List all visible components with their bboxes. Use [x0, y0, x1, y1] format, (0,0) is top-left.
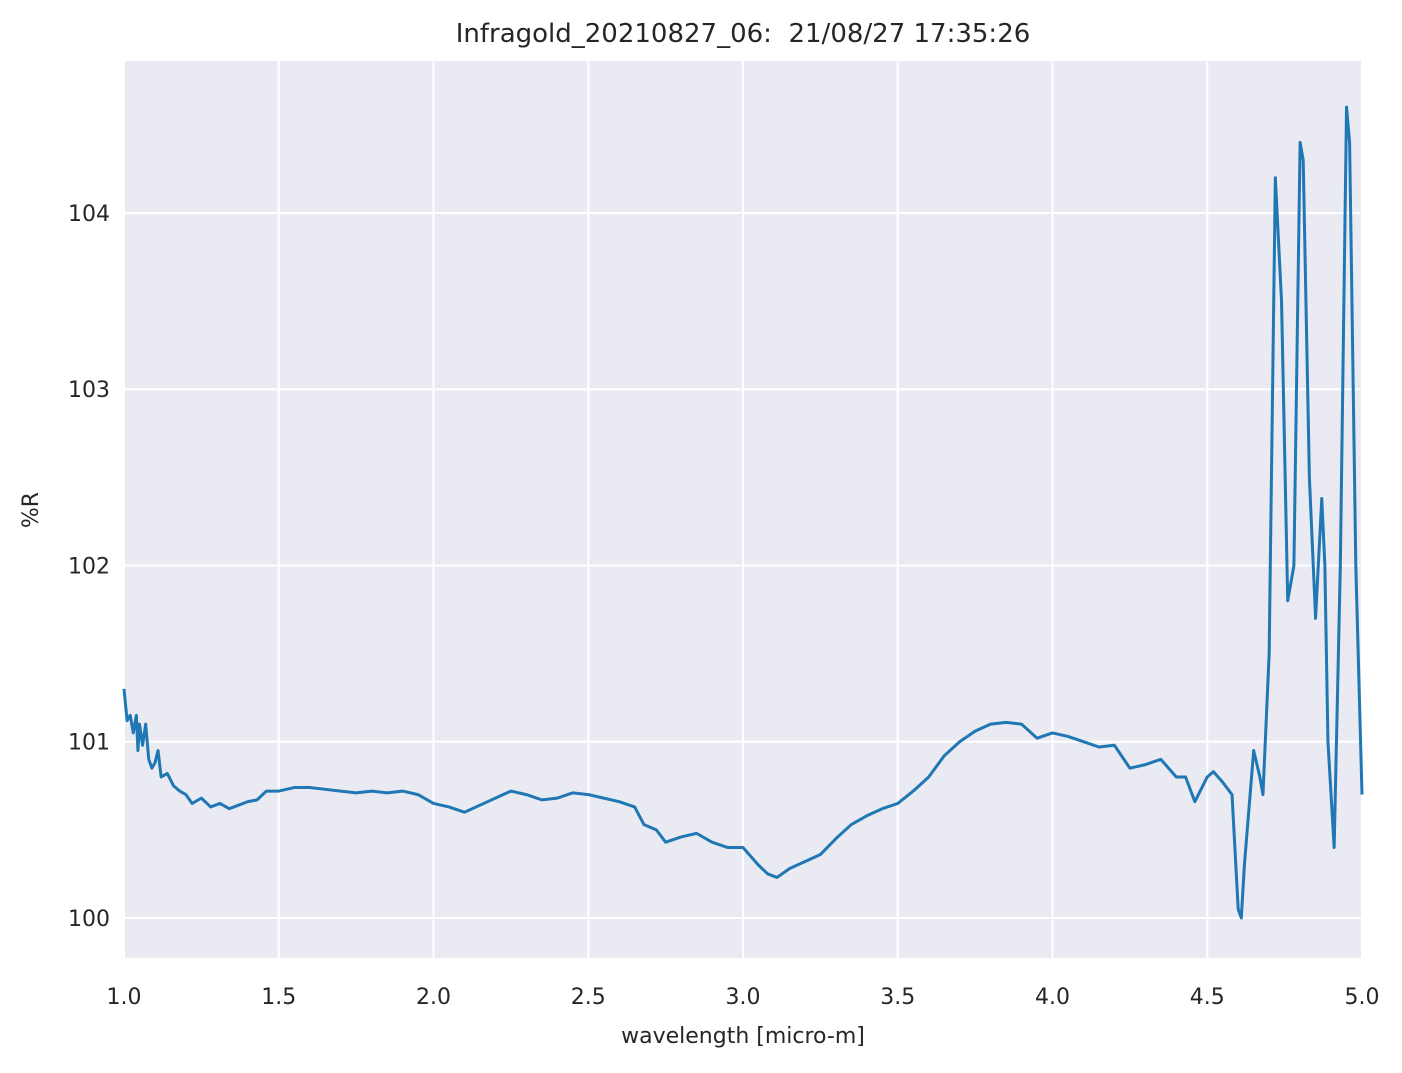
- y-tick-label: 104: [68, 202, 110, 227]
- x-tick-label: 4.0: [1035, 985, 1070, 1010]
- data-line: [122, 105, 1364, 920]
- y-tick-label: 103: [68, 378, 110, 403]
- x-tick-label: 3.5: [880, 985, 915, 1010]
- x-tick-label: 2.5: [571, 985, 606, 1010]
- y-tick-label: 102: [68, 554, 110, 579]
- x-tick-label: 3.0: [726, 985, 761, 1010]
- y-tick-label: 101: [68, 731, 110, 756]
- x-tick-label: 5.0: [1345, 985, 1380, 1010]
- y-tick-label: 100: [68, 907, 110, 932]
- x-tick-label: 1.5: [261, 985, 296, 1010]
- x-tick-label: 1.0: [107, 985, 142, 1010]
- x-tick-label: 2.0: [416, 985, 451, 1010]
- chart-title: Infragold_20210827_06: 21/08/27 17:35:26: [456, 19, 1031, 49]
- x-axis-label: wavelength [micro-m]: [621, 1024, 865, 1049]
- y-axis-label: %R: [19, 492, 44, 528]
- x-tick-label: 4.5: [1190, 985, 1225, 1010]
